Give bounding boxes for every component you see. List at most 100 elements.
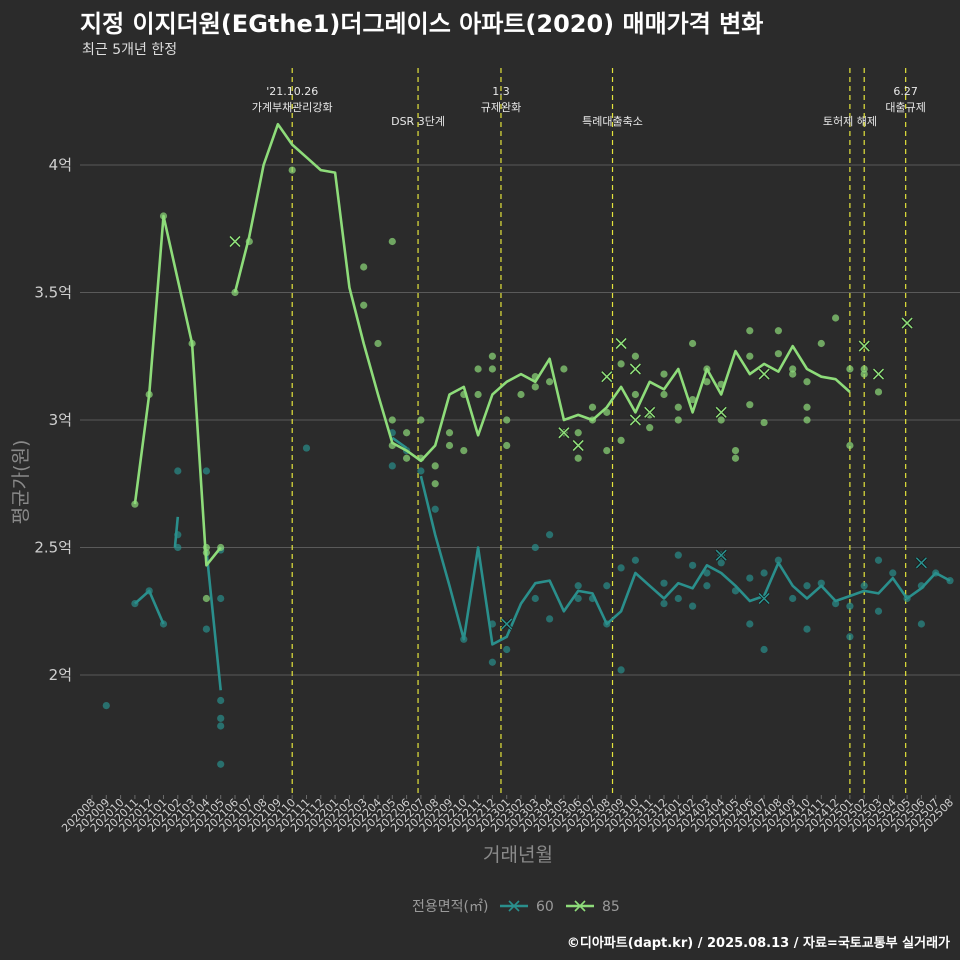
data-point [689,339,697,348]
chart-title: 지정 이지더원(EGthe1)더그레이스 아파트(2020) 매매가격 변화 [80,10,764,38]
data-point [703,378,711,386]
cross-marker [615,337,628,350]
grid-lines [80,164,960,676]
data-point [631,556,640,564]
data-point [674,403,682,411]
data-point [803,582,811,590]
data-point [488,365,496,373]
data-point [746,401,754,409]
data-point [874,607,883,615]
data-point [574,429,582,437]
cross-marker [858,339,871,353]
event-label: DSR 3단계 [391,115,445,128]
data-point [817,339,825,348]
data-point [617,360,625,368]
data-point [503,441,511,450]
data-point [860,582,868,590]
data-point [503,645,511,654]
data-point [217,722,225,730]
data-point [531,543,539,552]
cross-marker [715,549,728,562]
data-point [531,383,539,391]
data-point [546,378,554,386]
data-point [445,441,454,450]
cross-marker [915,556,928,569]
data-point [131,500,139,508]
data-point [760,418,768,427]
data-point [431,505,439,513]
data-point [774,327,783,335]
data-point [874,388,883,396]
data-point [531,594,539,603]
cross-marker [872,368,885,381]
data-point [631,390,640,399]
legend-label: 85 [602,899,620,915]
data-point [546,615,554,623]
data-point [789,594,797,603]
data-point [374,339,382,348]
data-point [474,390,482,399]
data-point [789,365,797,373]
data-point [646,424,654,432]
data-point [517,390,525,399]
data-point [174,467,182,475]
data-point [574,582,582,590]
data-point [503,416,511,424]
data-point [717,416,725,424]
data-point [388,237,396,246]
data-point [603,582,611,590]
data-point [803,378,811,386]
data-point [803,403,811,411]
data-point [288,166,296,174]
data-point [703,569,711,577]
data-point [431,480,439,488]
data-point [202,467,210,475]
data-point [417,416,425,424]
event-label: 규제완화 [481,101,521,114]
data-point [574,454,582,462]
cross-marker [228,235,242,248]
cross-marker [557,426,570,439]
x-axis-title: 거래년월 [483,844,553,866]
event-label: 1.3 [492,85,510,98]
cross-marker [572,439,585,452]
chart-subtitle: 최근 5개년 한정 [82,42,178,58]
data-point [803,416,811,424]
cross-marker [643,406,656,419]
data-point [746,327,754,335]
data-point [889,569,897,577]
data-point [660,370,668,378]
data-point [674,551,682,559]
y-tick-label: 3억 [49,411,72,429]
x-axis-ticks: 2020082020092020102020112020122021012021… [59,795,956,835]
data-point [546,531,554,539]
data-point [445,429,454,437]
data-point [674,594,682,603]
data-point [488,658,496,666]
data-point [760,645,768,654]
y-tick-label: 4억 [49,156,72,174]
data-point [217,760,225,768]
data-point [674,416,682,424]
cross-marker [629,413,642,427]
series-line [233,122,851,463]
data-point [388,462,396,470]
series-line [419,475,951,646]
data-point [302,444,311,452]
data-point [403,429,411,437]
data-point [488,352,496,360]
event-label: 특례대출축소 [582,115,643,128]
y-tick-label: 2억 [49,666,72,684]
y-axis-ticks: 2억 2.5억 3억 3.5억 4억 [34,156,72,684]
y-tick-label: 3.5억 [34,284,72,302]
data-point [860,370,868,378]
data-point [460,447,468,455]
series-60 [102,429,954,768]
data-point [660,390,668,399]
data-point [803,625,811,633]
data-point [689,561,697,569]
cross-marker [600,370,613,383]
data-point [717,559,725,567]
event-label: 가계부채관리강화 [252,101,333,114]
data-point [832,600,840,608]
